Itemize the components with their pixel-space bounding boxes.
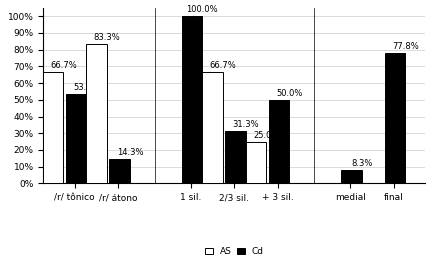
Bar <box>246 141 266 183</box>
Text: 50.0%: 50.0% <box>276 89 302 98</box>
Text: 25.0%: 25.0% <box>253 130 279 140</box>
Bar <box>182 16 202 183</box>
Bar <box>86 44 107 183</box>
Text: 66.7%: 66.7% <box>210 61 236 70</box>
Text: 31.3%: 31.3% <box>233 120 259 129</box>
Text: 100.0%: 100.0% <box>187 5 218 14</box>
Bar <box>269 100 289 183</box>
Text: 14.3%: 14.3% <box>117 149 143 157</box>
Bar <box>66 94 86 183</box>
Bar <box>225 131 246 183</box>
Text: 66.7%: 66.7% <box>50 61 77 70</box>
Bar <box>385 53 405 183</box>
Bar <box>202 72 223 183</box>
Text: 83.3%: 83.3% <box>93 33 120 42</box>
Text: 53.3%: 53.3% <box>73 83 100 92</box>
Bar <box>342 170 362 183</box>
Bar <box>43 72 63 183</box>
Legend: AS, Cd: AS, Cd <box>205 247 264 256</box>
Text: 77.8%: 77.8% <box>392 42 419 51</box>
Bar <box>109 160 130 183</box>
Text: 8.3%: 8.3% <box>351 159 372 167</box>
